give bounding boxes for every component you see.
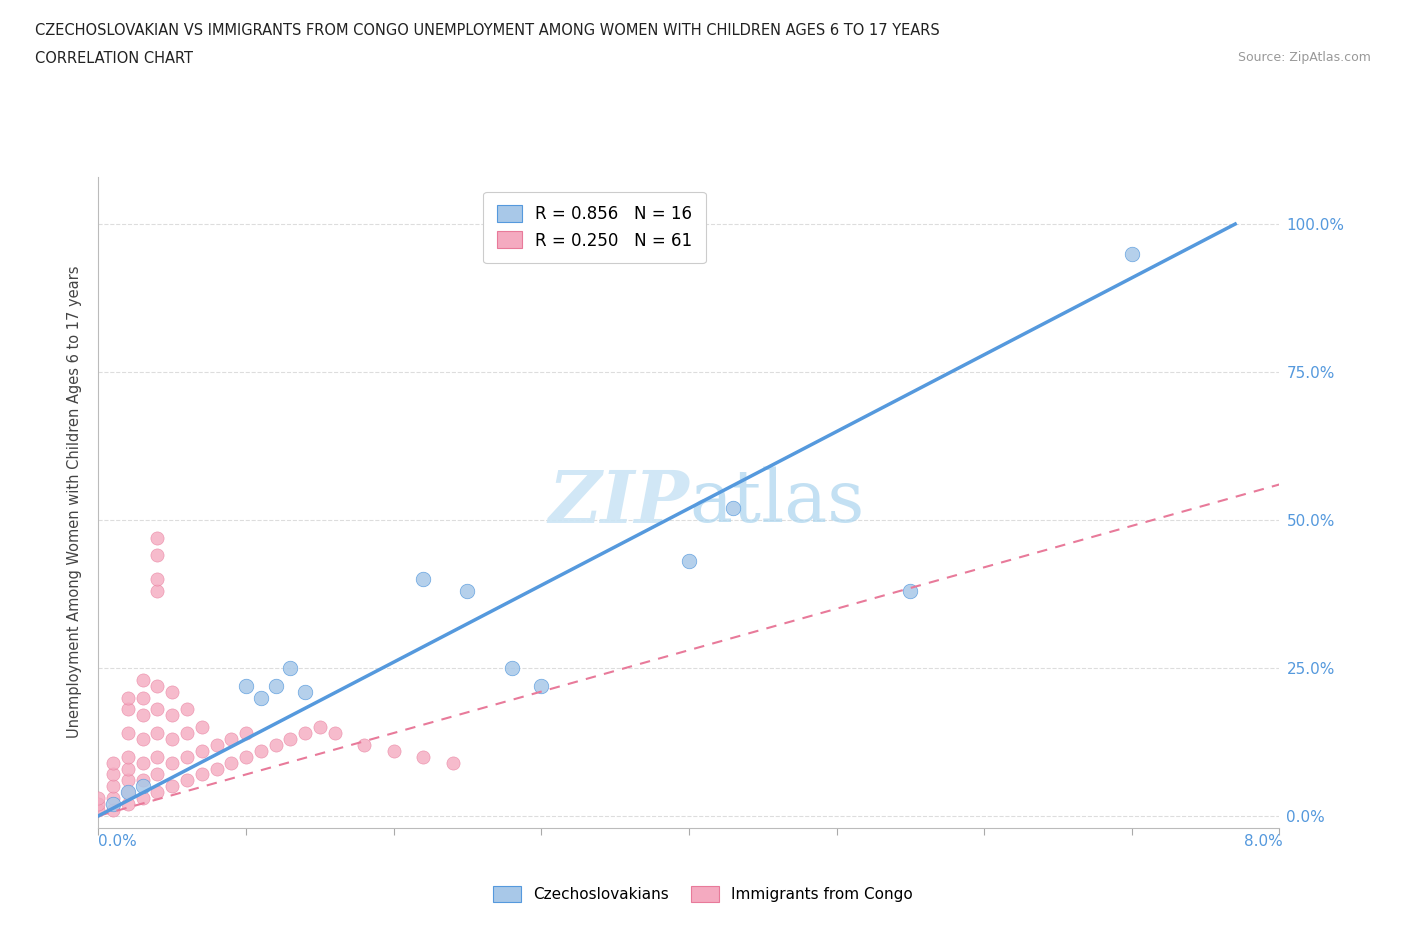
Point [191, 720, 214, 735]
Point [308, 720, 332, 735]
Point [103, 803, 125, 817]
Point [146, 767, 169, 782]
Point [117, 761, 139, 776]
Text: CORRELATION CHART: CORRELATION CHART [35, 51, 193, 66]
Point [132, 708, 155, 723]
Point [353, 737, 375, 752]
Point [162, 732, 183, 747]
Text: 8.0%: 8.0% [1243, 834, 1282, 849]
Text: ZIP: ZIP [548, 467, 689, 538]
Point [117, 785, 139, 800]
Point [278, 660, 302, 675]
Text: Source: ZipAtlas.com: Source: ZipAtlas.com [1237, 51, 1371, 64]
Point [323, 725, 346, 740]
Point [146, 583, 169, 598]
Point [103, 778, 125, 793]
Point [146, 702, 169, 717]
Point [117, 702, 139, 717]
Point [103, 767, 125, 782]
Point [530, 678, 553, 693]
Point [146, 572, 169, 587]
Point [117, 725, 139, 740]
Point [264, 737, 287, 752]
Point [721, 500, 744, 515]
Point [219, 755, 242, 770]
Point [1121, 246, 1143, 261]
Point [250, 690, 273, 705]
Point [294, 684, 316, 699]
Point [294, 725, 316, 740]
Point [456, 583, 478, 598]
Point [132, 690, 155, 705]
Point [117, 750, 139, 764]
Point [162, 708, 183, 723]
Point [87, 803, 110, 817]
Point [132, 732, 155, 747]
Point [132, 755, 155, 770]
Point [382, 743, 405, 758]
Point [146, 678, 169, 693]
Point [235, 750, 257, 764]
Text: atlas: atlas [689, 467, 865, 538]
Point [278, 732, 302, 747]
Point [900, 583, 922, 598]
Text: 0.0%: 0.0% [98, 834, 138, 849]
Point [250, 743, 273, 758]
Point [146, 530, 169, 545]
Point [132, 672, 155, 687]
Point [146, 750, 169, 764]
Y-axis label: Unemployment Among Women with Children Ages 6 to 17 years: Unemployment Among Women with Children A… [67, 266, 83, 738]
Legend: R = 0.856   N = 16, R = 0.250   N = 61: R = 0.856 N = 16, R = 0.250 N = 61 [484, 192, 706, 263]
Point [117, 690, 139, 705]
Legend: Czechoslovakians, Immigrants from Congo: Czechoslovakians, Immigrants from Congo [486, 880, 920, 909]
Point [441, 755, 464, 770]
Point [678, 554, 700, 569]
Point [176, 773, 198, 788]
Text: CZECHOSLOVAKIAN VS IMMIGRANTS FROM CONGO UNEMPLOYMENT AMONG WOMEN WITH CHILDREN : CZECHOSLOVAKIAN VS IMMIGRANTS FROM CONGO… [35, 23, 939, 38]
Point [132, 773, 155, 788]
Point [191, 743, 214, 758]
Point [146, 785, 169, 800]
Point [205, 737, 228, 752]
Point [176, 750, 198, 764]
Point [412, 572, 434, 587]
Point [162, 778, 183, 793]
Point [132, 778, 155, 793]
Point [235, 678, 257, 693]
Point [117, 773, 139, 788]
Point [103, 797, 125, 812]
Point [205, 761, 228, 776]
Point [162, 755, 183, 770]
Point [162, 684, 183, 699]
Point [412, 750, 434, 764]
Point [117, 797, 139, 812]
Point [132, 790, 155, 805]
Point [235, 725, 257, 740]
Point [501, 660, 523, 675]
Point [103, 755, 125, 770]
Point [191, 767, 214, 782]
Point [146, 548, 169, 563]
Point [264, 678, 287, 693]
Point [87, 790, 110, 805]
Point [146, 725, 169, 740]
Point [117, 785, 139, 800]
Point [176, 702, 198, 717]
Point [219, 732, 242, 747]
Point [103, 790, 125, 805]
Point [176, 725, 198, 740]
Point [87, 797, 110, 812]
